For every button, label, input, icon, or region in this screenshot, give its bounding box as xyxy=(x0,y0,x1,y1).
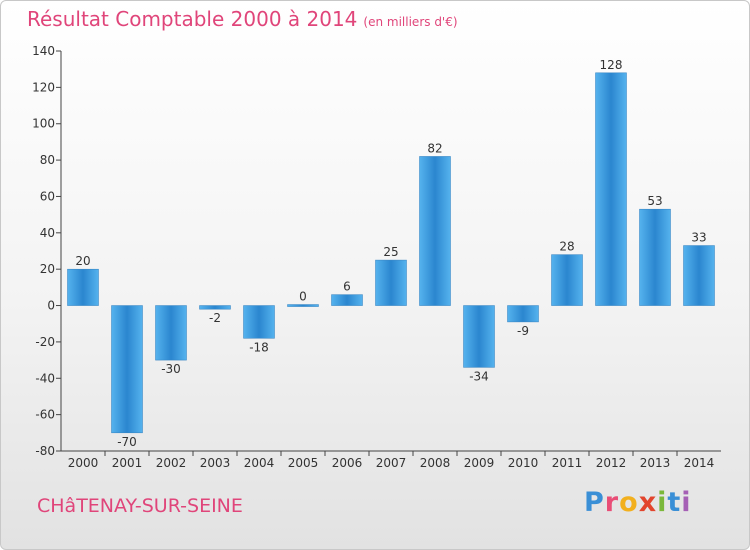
x-tick-label: 2003 xyxy=(200,456,231,470)
y-tick-label: 0 xyxy=(47,299,55,313)
y-tick-label: -60 xyxy=(35,408,55,422)
bar xyxy=(111,305,143,434)
y-tick-label: -20 xyxy=(35,335,55,349)
data-label: -18 xyxy=(249,340,269,354)
y-tick-label: 140 xyxy=(32,44,55,58)
bar xyxy=(287,304,319,307)
x-tick-label: 2000 xyxy=(68,456,99,470)
y-tick-label: 80 xyxy=(40,153,55,167)
data-label: -30 xyxy=(161,362,181,376)
x-tick-label: 2013 xyxy=(640,456,671,470)
y-tick-label: -80 xyxy=(35,444,55,458)
y-tick-label: 20 xyxy=(40,262,55,276)
data-labels: 20 -70 -30 -2 -18 0 6 25 82 -34 -9 28 128 53 33 xyxy=(75,58,706,449)
x-tick-label: 2010 xyxy=(508,456,539,470)
y-tick-label: 100 xyxy=(32,117,55,131)
data-label: 128 xyxy=(600,58,623,72)
data-label: -34 xyxy=(469,369,489,383)
y-tick-label: 120 xyxy=(32,80,55,94)
data-label: -9 xyxy=(517,324,529,338)
logo-letter: o xyxy=(619,487,639,518)
data-label: -2 xyxy=(209,311,221,325)
town-name: CHâTENAY-SUR-SEINE xyxy=(37,495,243,517)
logo-letter: i xyxy=(681,487,692,518)
x-tick-label: 2001 xyxy=(112,456,143,470)
bar xyxy=(683,245,715,306)
x-tick-label: 2009 xyxy=(464,456,495,470)
logo-letter: t xyxy=(667,487,682,518)
x-tick-label: 2012 xyxy=(596,456,627,470)
bar xyxy=(463,305,495,368)
bar xyxy=(419,156,451,306)
logo-letter: i xyxy=(657,487,668,518)
x-tick-label: 2014 xyxy=(684,456,715,470)
bar xyxy=(243,305,275,339)
logo-letter: r xyxy=(604,487,620,518)
bar xyxy=(331,294,363,306)
data-label: 0 xyxy=(299,290,307,304)
data-label: 25 xyxy=(383,245,398,259)
y-tick-label: 40 xyxy=(40,226,55,240)
data-label: 82 xyxy=(427,141,442,155)
bar xyxy=(551,254,583,306)
proxiti-logo: Proxiti xyxy=(584,487,692,518)
y-tick-label: -40 xyxy=(35,371,55,385)
x-tick-label: 2004 xyxy=(244,456,275,470)
chart-title: Résultat Comptable 2000 à 2014 (en millie… xyxy=(27,7,458,31)
bar xyxy=(155,305,187,361)
y-tick-label: 60 xyxy=(40,189,55,203)
x-tick-label: 2008 xyxy=(420,456,451,470)
data-label: 20 xyxy=(75,254,90,268)
bar xyxy=(375,259,407,306)
bar xyxy=(199,305,231,310)
x-tick-label: 2005 xyxy=(288,456,319,470)
data-label: 6 xyxy=(343,280,351,294)
chart-subtitle: (en milliers d'€) xyxy=(363,15,458,29)
bars xyxy=(67,72,715,434)
x-tick-label: 2002 xyxy=(156,456,187,470)
bar xyxy=(507,305,539,323)
title-text: Résultat Comptable 2000 à 2014 xyxy=(27,7,358,31)
logo-letter: x xyxy=(638,487,658,518)
data-label: -70 xyxy=(117,435,137,449)
data-label: 28 xyxy=(559,240,574,254)
bar xyxy=(595,72,627,306)
data-label: 33 xyxy=(691,231,706,245)
data-label: 53 xyxy=(647,194,662,208)
x-tick-label: 2007 xyxy=(376,456,407,470)
bar xyxy=(639,208,671,306)
x-tick-label: 2006 xyxy=(332,456,363,470)
logo-letter: P xyxy=(584,487,605,518)
bar xyxy=(67,268,99,306)
x-tick-label: 2011 xyxy=(552,456,583,470)
